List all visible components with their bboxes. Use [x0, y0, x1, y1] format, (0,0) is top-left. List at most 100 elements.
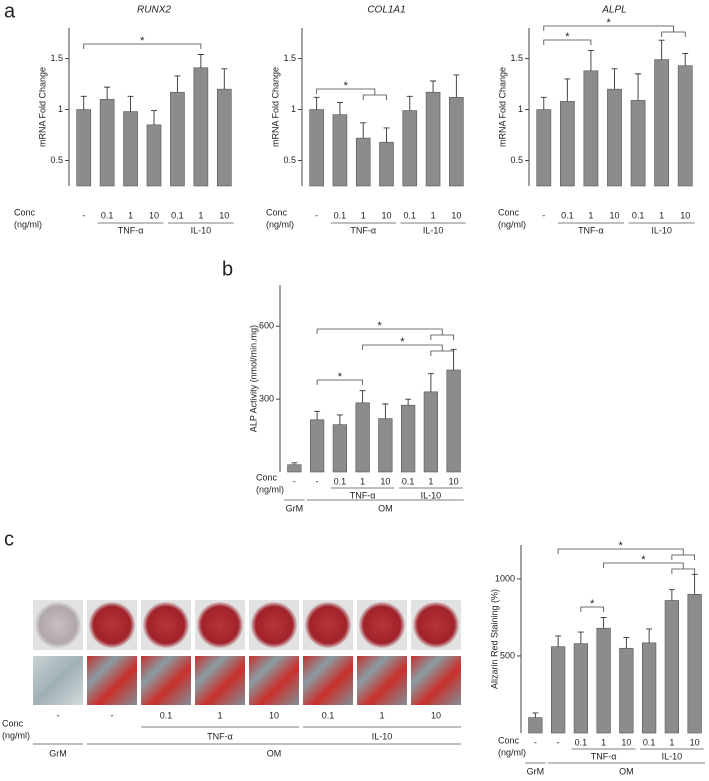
significance-bracket — [316, 379, 364, 385]
error-bar — [360, 122, 367, 139]
significance-label: * — [400, 336, 405, 348]
bar — [446, 369, 461, 473]
x-tick-label: 1 — [360, 476, 365, 486]
media-label: OM — [267, 748, 282, 758]
group-label: TNF-α — [350, 225, 376, 235]
group-label: IL-10 — [662, 751, 683, 761]
plate-well — [35, 602, 81, 648]
x-tick-label: 0.1 — [101, 210, 114, 220]
error-bar — [587, 49, 594, 71]
micrograph — [141, 656, 191, 705]
micrograph — [303, 656, 353, 705]
conc-label: (ng/ml) — [2, 730, 30, 740]
conc-label: (ng/ml) — [266, 219, 294, 229]
chart-title: ALPL — [601, 5, 626, 16]
plate-conc-label: 10 — [269, 710, 279, 720]
plate-conc-label: 1 — [217, 710, 222, 720]
bar — [76, 109, 92, 187]
error-bar — [127, 95, 134, 112]
bar — [550, 646, 566, 734]
significance-label: * — [590, 598, 595, 610]
x-tick-label: 1 — [198, 210, 203, 220]
x-tick-label: 10 — [451, 210, 461, 220]
media-label: GrM — [49, 748, 67, 758]
bar — [536, 109, 552, 187]
x-tick-label: - — [542, 210, 545, 220]
error-bar — [405, 398, 412, 406]
media-label: GrM — [527, 766, 545, 776]
bar — [146, 124, 162, 187]
bar — [559, 101, 575, 187]
bar — [449, 97, 464, 187]
media-label: GrM — [286, 503, 304, 513]
error-bar — [80, 95, 87, 110]
x-tick-label: - — [557, 737, 560, 747]
error-bar — [577, 631, 584, 644]
significance-label: * — [606, 17, 611, 29]
panel-label: b — [222, 258, 233, 280]
group-label: IL-10 — [191, 225, 212, 235]
bar — [654, 59, 670, 187]
significance-bracket — [316, 88, 387, 100]
error-bar — [104, 86, 111, 100]
significance-label: * — [140, 35, 145, 47]
error-bar — [174, 75, 181, 93]
significance-label: * — [565, 31, 570, 43]
group-label: TNF-α — [578, 225, 604, 235]
group-label: TNF-α — [207, 731, 233, 741]
significance-bracket — [580, 606, 605, 612]
x-tick-label: - — [82, 210, 85, 220]
conc-label: Conc — [256, 472, 278, 482]
x-tick-label: 10 — [621, 737, 631, 747]
error-bar — [691, 573, 698, 595]
plate-conc-label: 10 — [431, 710, 441, 720]
x-tick-label: 10 — [381, 210, 391, 220]
bar — [170, 91, 185, 187]
conc-label: Conc — [498, 207, 520, 217]
y-tick-label: 1000 — [495, 573, 515, 583]
bar — [583, 70, 599, 187]
significance-label: * — [338, 371, 343, 383]
bar — [193, 67, 209, 187]
bar — [287, 464, 302, 473]
y-tick-label: 500 — [500, 650, 515, 660]
bar — [664, 600, 679, 734]
error-bar — [453, 74, 460, 98]
bar — [99, 99, 115, 187]
micrograph — [249, 656, 299, 705]
error-bar — [430, 80, 437, 93]
micrograph — [33, 656, 83, 705]
x-tick-label: 1 — [601, 737, 606, 747]
plate-conc-label: 0.1 — [322, 710, 335, 720]
conc-label: (ng/ml) — [498, 219, 526, 229]
bar — [528, 717, 543, 734]
group-label: IL-10 — [651, 225, 672, 235]
x-tick-label: 0.1 — [171, 210, 184, 220]
panel-label: a — [4, 0, 16, 22]
significance-bracket — [543, 39, 592, 45]
x-tick-label: 0.1 — [561, 210, 574, 220]
error-bar — [314, 410, 321, 420]
bar — [123, 111, 138, 187]
error-bar — [658, 39, 665, 60]
error-bar — [532, 712, 539, 718]
plate-well — [359, 602, 405, 648]
x-tick-label: 1 — [128, 210, 133, 220]
micrograph — [357, 656, 407, 705]
bar — [607, 88, 622, 187]
x-tick-label: 10 — [219, 210, 229, 220]
group-label: TNF-α — [591, 751, 617, 761]
bar — [677, 65, 693, 187]
conc-label: Conc — [266, 207, 288, 217]
bar — [355, 137, 371, 187]
plate-well — [197, 602, 243, 648]
error-bar — [313, 96, 320, 110]
y-tick-label: 1.5 — [50, 53, 63, 63]
significance-label: * — [641, 554, 646, 566]
y-tick-label: 300 — [259, 394, 274, 404]
y-tick-label: 600 — [259, 321, 274, 331]
media-label: OM — [378, 503, 393, 513]
x-tick-label: 10 — [149, 210, 159, 220]
significance-bracket — [316, 328, 455, 340]
conc-label: (ng/ml) — [498, 747, 526, 757]
